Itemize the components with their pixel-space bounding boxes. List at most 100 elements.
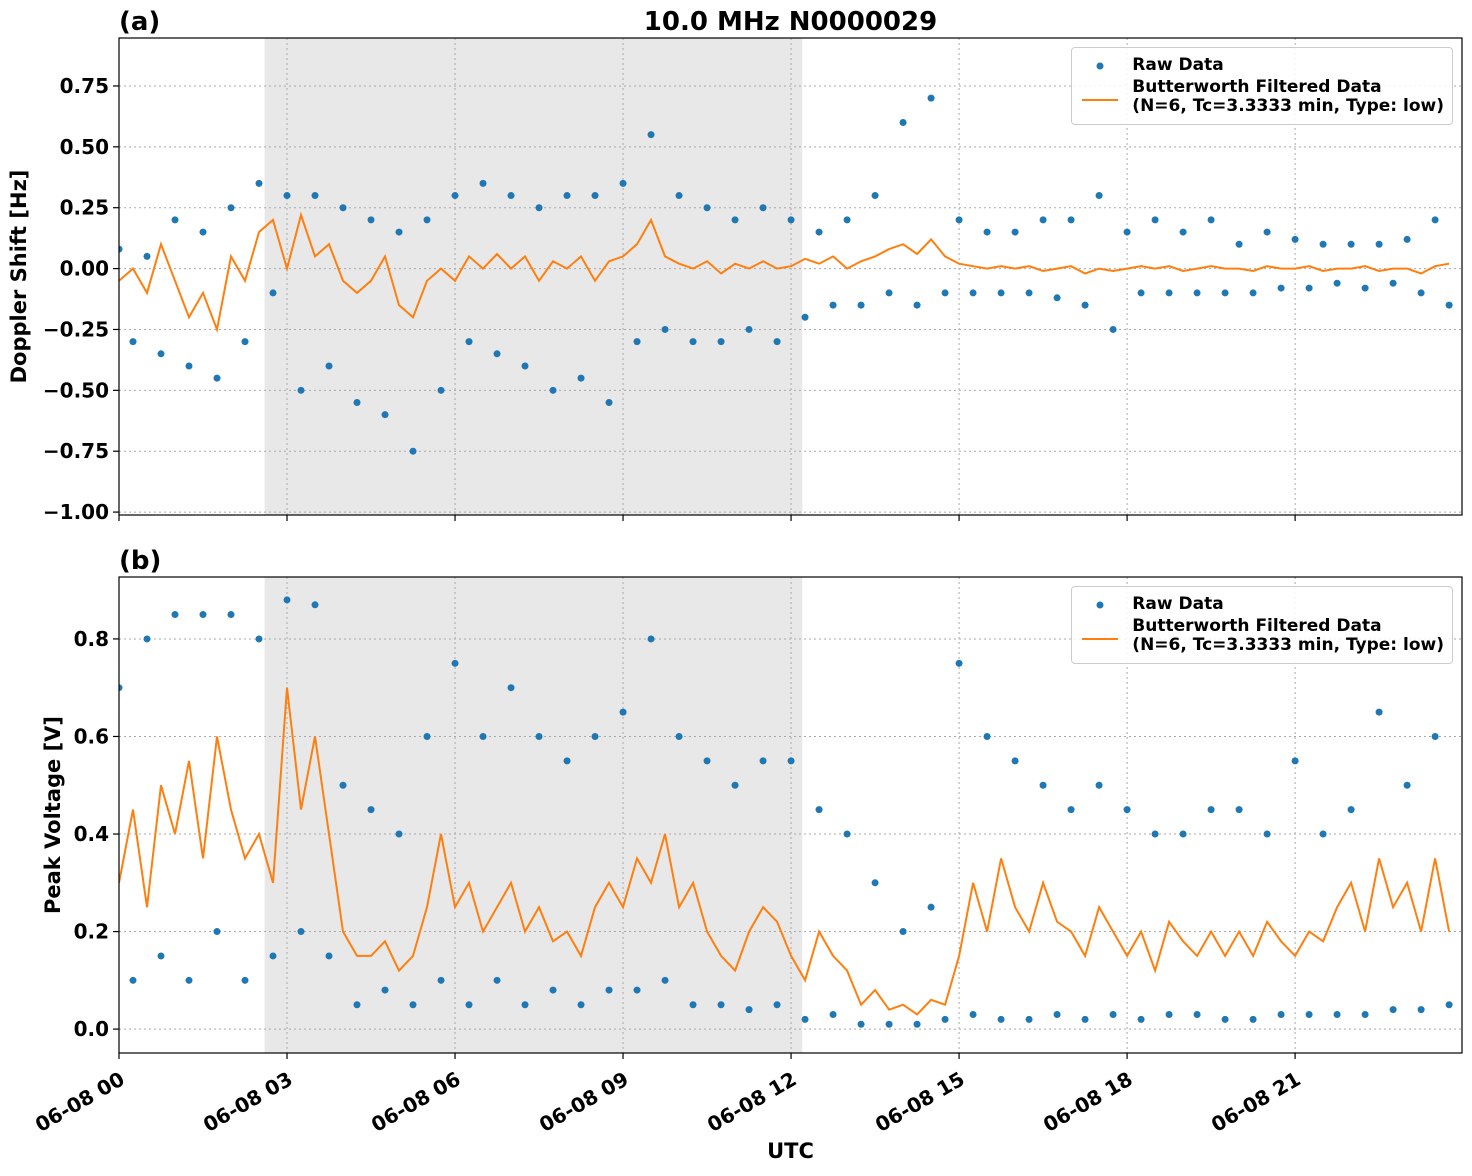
raw-point: [997, 1015, 1005, 1023]
raw-point: [1249, 1015, 1257, 1023]
raw-point: [283, 596, 291, 604]
raw-point: [731, 781, 739, 789]
raw-point: [1207, 216, 1215, 224]
raw-point: [325, 952, 333, 960]
raw-point: [1431, 732, 1439, 740]
raw-point: [1011, 228, 1019, 236]
raw-point: [955, 216, 963, 224]
raw-point: [129, 976, 137, 984]
raw-point: [1305, 1010, 1313, 1018]
raw-point: [465, 338, 473, 346]
raw-point: [1221, 289, 1229, 297]
raw-point: [507, 192, 515, 200]
raw-point: [507, 684, 515, 692]
raw-point: [199, 228, 207, 236]
y-tick-label: 0.6: [74, 724, 109, 748]
raw-point: [997, 289, 1005, 297]
raw-point: [1235, 240, 1243, 248]
raw-point: [829, 1010, 837, 1018]
legend-swatch: [1082, 99, 1119, 101]
raw-point: [1151, 830, 1159, 838]
raw-point: [703, 757, 711, 765]
raw-point: [647, 131, 655, 139]
raw-point: [213, 928, 221, 936]
raw-point: [157, 952, 165, 960]
filtered-line: [119, 211, 1450, 334]
raw-point: [1109, 325, 1117, 333]
raw-point: [521, 1001, 529, 1009]
raw-point: [367, 216, 375, 224]
raw-point: [983, 228, 991, 236]
raw-point: [675, 732, 683, 740]
filtered-line: [119, 687, 1451, 1016]
shaded-span: [264, 38, 803, 515]
raw-point: [535, 732, 543, 740]
x-tick-label: 06-08 15: [871, 1067, 969, 1137]
raw-point: [381, 411, 389, 419]
raw-point: [703, 204, 711, 212]
raw-point: [1193, 1010, 1201, 1018]
raw-point: [381, 986, 389, 994]
raw-point: [269, 289, 277, 297]
raw-point: [185, 976, 193, 984]
raw-point: [1417, 1006, 1425, 1014]
raw-point: [1067, 216, 1075, 224]
y-tick-label: −0.75: [43, 439, 109, 463]
raw-point: [493, 976, 501, 984]
x-tick-label: 06-08 00: [31, 1067, 129, 1137]
plot-area: [119, 596, 1453, 1028]
y-tick-label: −1.00: [43, 500, 109, 524]
raw-point: [423, 732, 431, 740]
raw-point: [1165, 1010, 1173, 1018]
raw-point: [1333, 279, 1341, 287]
x-axis-label: UTC: [767, 1139, 814, 1163]
raw-point: [675, 192, 683, 200]
raw-point: [1403, 781, 1411, 789]
raw-point: [577, 1001, 585, 1009]
y-tick-label: 0.25: [60, 196, 109, 220]
raw-point: [119, 684, 123, 692]
raw-point: [1347, 806, 1355, 814]
raw-point: [605, 986, 613, 994]
raw-point: [213, 374, 221, 382]
raw-point: [871, 879, 879, 887]
raw-point: [1403, 235, 1411, 243]
raw-point: [633, 338, 641, 346]
raw-point: [871, 192, 879, 200]
raw-point: [633, 986, 641, 994]
raw-point: [255, 179, 263, 187]
x-tick-label: 06-08 06: [367, 1067, 465, 1137]
raw-point: [143, 635, 151, 643]
raw-point: [143, 252, 151, 260]
raw-point: [1263, 830, 1271, 838]
raw-point: [759, 204, 767, 212]
raw-point: [773, 1001, 781, 1009]
raw-point: [1445, 301, 1453, 309]
raw-point: [157, 350, 165, 358]
raw-point: [955, 659, 963, 667]
raw-point: [325, 362, 333, 370]
raw-point: [353, 1001, 361, 1009]
raw-point: [787, 757, 795, 765]
raw-point: [451, 192, 459, 200]
x-tick-label: 06-08 12: [703, 1067, 801, 1137]
x-tick-label: 06-08 21: [1207, 1067, 1305, 1137]
panel-label: (b): [119, 546, 161, 576]
raw-point: [801, 313, 809, 321]
raw-point: [255, 635, 263, 643]
raw-point: [339, 781, 347, 789]
y-tick-label: −0.25: [43, 317, 109, 341]
raw-point: [969, 289, 977, 297]
raw-point: [129, 338, 137, 346]
raw-point: [1025, 289, 1033, 297]
raw-point: [1375, 240, 1383, 248]
raw-point: [1277, 284, 1285, 292]
raw-point: [1291, 235, 1299, 243]
raw-point: [1165, 289, 1173, 297]
x-tick-label: 06-08 18: [1039, 1067, 1137, 1137]
raw-point: [1319, 240, 1327, 248]
raw-point: [241, 976, 249, 984]
raw-point: [451, 659, 459, 667]
raw-point: [619, 179, 627, 187]
